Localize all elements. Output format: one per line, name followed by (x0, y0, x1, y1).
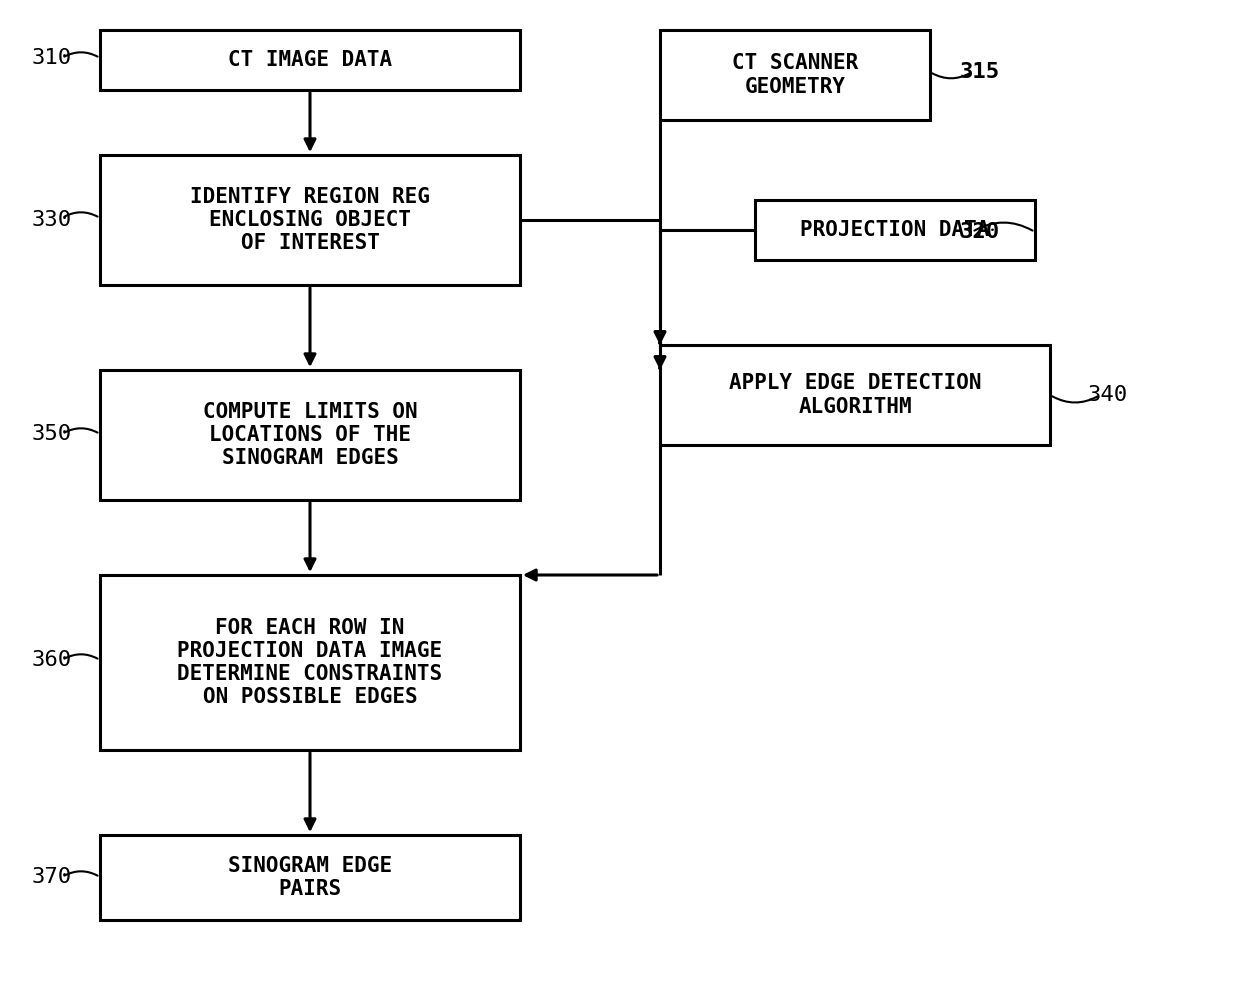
Text: SINOGRAM EDGE
PAIRS: SINOGRAM EDGE PAIRS (228, 856, 392, 899)
Text: 370: 370 (32, 867, 72, 887)
Bar (100, 155, 520, 285)
Text: APPLY EDGE DETECTION
ALGORITHM: APPLY EDGE DETECTION ALGORITHM (729, 373, 981, 417)
Bar (100, 835, 520, 920)
Bar (660, 30, 930, 120)
Text: FOR EACH ROW IN
PROJECTION DATA IMAGE
DETERMINE CONSTRAINTS
ON POSSIBLE EDGES: FOR EACH ROW IN PROJECTION DATA IMAGE DE… (177, 618, 442, 707)
Bar (755, 200, 1035, 260)
Text: CT SCANNER
GEOMETRY: CT SCANNER GEOMETRY (732, 53, 859, 97)
Text: 315: 315 (960, 62, 1000, 82)
Text: CT IMAGE DATA: CT IMAGE DATA (228, 50, 392, 70)
Text: 360: 360 (32, 650, 72, 670)
Text: 320: 320 (960, 222, 1000, 242)
Text: 350: 350 (32, 424, 72, 444)
Bar (660, 345, 1049, 445)
Text: 340: 340 (1088, 385, 1127, 405)
Bar (100, 575, 520, 750)
Text: 330: 330 (32, 210, 72, 230)
Text: IDENTIFY REGION REG
ENCLOSING OBJECT
OF INTEREST: IDENTIFY REGION REG ENCLOSING OBJECT OF … (190, 187, 430, 253)
Text: COMPUTE LIMITS ON
LOCATIONS OF THE
SINOGRAM EDGES: COMPUTE LIMITS ON LOCATIONS OF THE SINOG… (203, 402, 418, 468)
Bar (100, 370, 520, 500)
Bar (100, 30, 520, 90)
Text: PROJECTION DATA: PROJECTION DATA (800, 220, 990, 240)
Text: 310: 310 (32, 48, 72, 68)
